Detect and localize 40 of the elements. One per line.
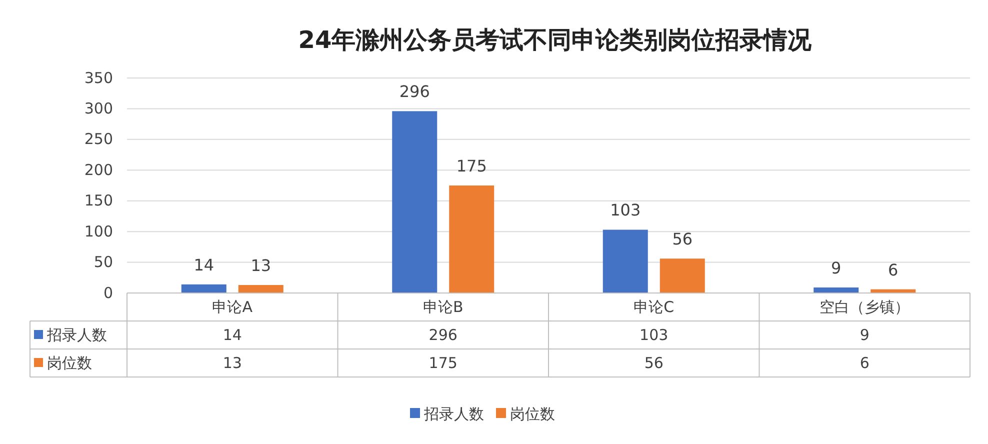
x-tick-label: 空白（乡镇） [820,298,910,316]
y-tick-label: 200 [84,160,113,179]
bar [238,285,284,293]
bar [181,284,226,293]
legend-label: 岗位数 [510,405,555,423]
data-label: 13 [222,354,242,372]
data-label: 6 [860,354,870,372]
annotation: 13 [250,256,272,276]
data-label: 296 [428,326,458,344]
bar [660,258,705,293]
y-tick-label: 350 [84,68,113,87]
y-tick-label: 300 [84,100,113,118]
y-tick-label: 100 [84,222,113,240]
text: 招录人数 [424,405,484,423]
annotation: 175 [456,156,487,176]
annotation: 296 [399,82,430,102]
data-label: 56 [644,354,664,372]
legend-label: 招录人数 [46,326,107,344]
annotation: 56 [672,230,693,249]
text: 岗位数 [47,354,92,372]
y-tick-label: 150 [84,192,113,210]
annotation: 103 [610,200,641,220]
y-tick-label: 0 [103,284,113,302]
data-label: 175 [428,354,458,372]
annotation: 9 [831,258,842,278]
annotation: 6 [888,260,898,280]
y-tick-label: 50 [94,253,113,272]
chart-title: 24年滁州公务员考试不同申论类别岗位招录情况 [298,26,813,54]
bar [392,111,438,293]
bar [449,186,494,293]
data-label: 9 [860,326,870,344]
x-tick-label: 申论C [634,298,674,316]
bar [602,230,648,293]
data-label: 14 [222,326,242,344]
annotation: 14 [194,255,214,274]
y-tick-label: 250 [84,130,113,148]
bar [814,287,859,293]
x-tick-label: 申论B [422,298,464,316]
x-tick-label: 申论A [212,298,254,316]
data-label: 103 [640,326,668,344]
